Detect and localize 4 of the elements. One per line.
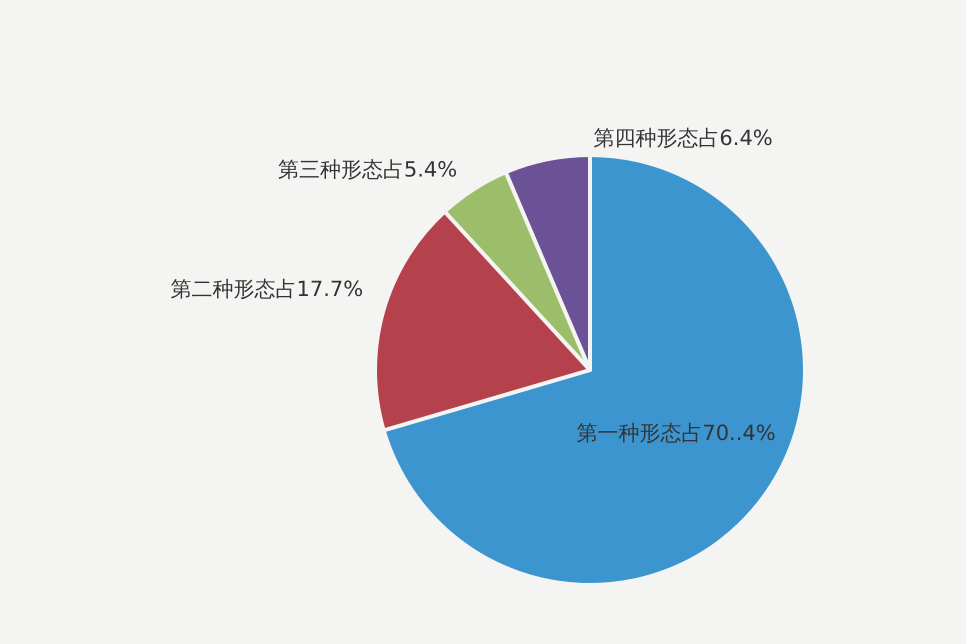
slice-label: 第四种形态占6.4% [593,126,773,150]
slice-label: 第一种形态占70..4% [576,421,776,446]
slice-label: 第三种形态占5.4% [278,157,458,182]
slice-label: 第二种形态占17.7% [170,276,364,301]
